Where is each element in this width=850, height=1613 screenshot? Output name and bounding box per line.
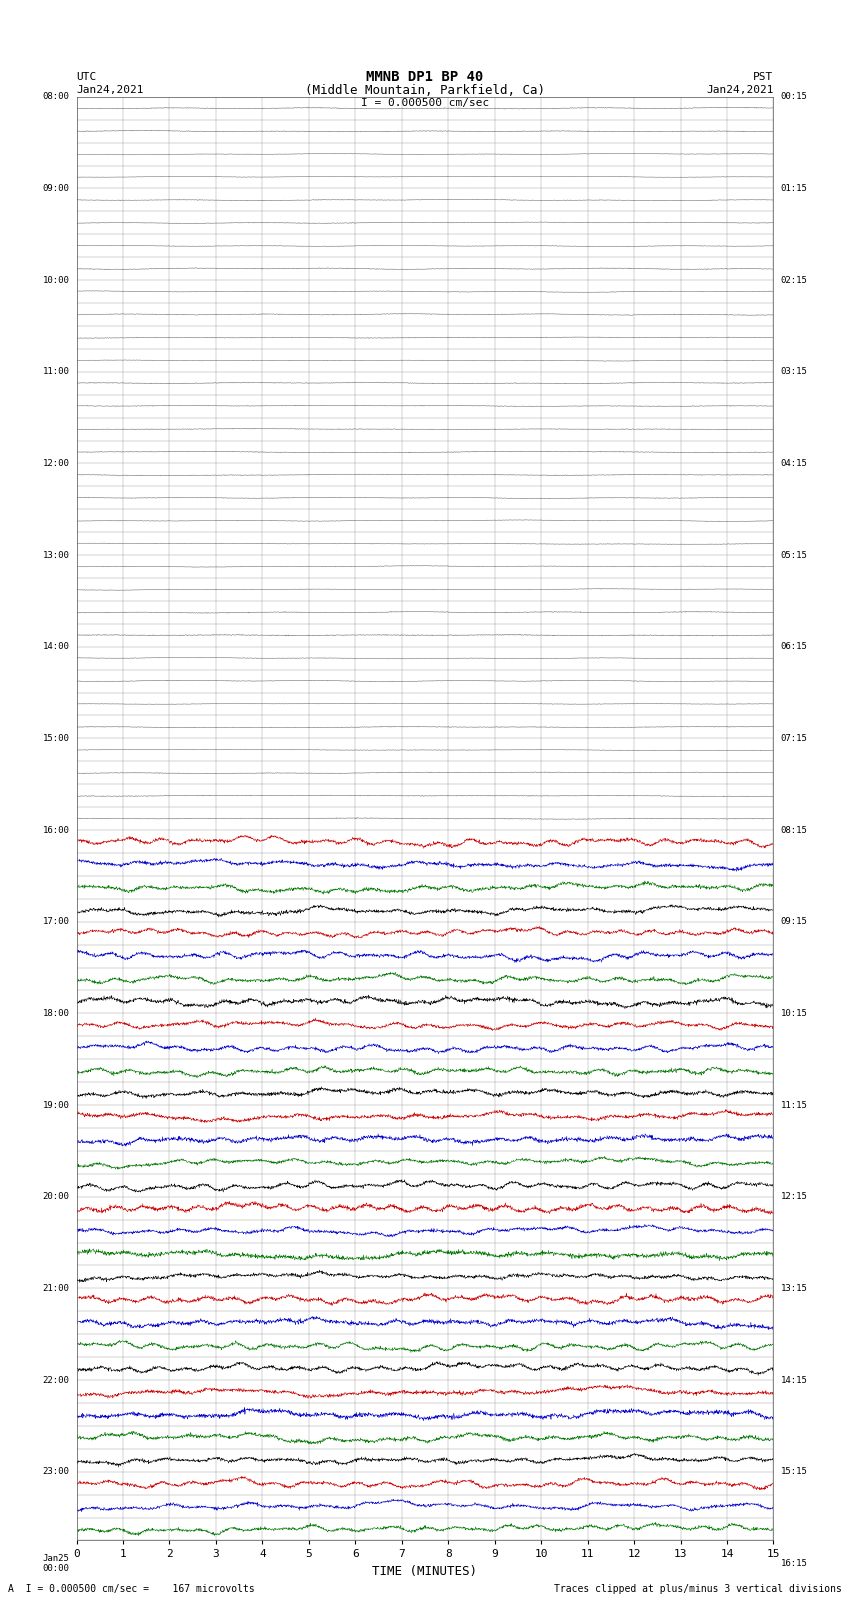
Text: 14:15: 14:15 (780, 1376, 808, 1384)
Text: 08:00: 08:00 (42, 92, 70, 102)
Text: 20:00: 20:00 (42, 1192, 70, 1202)
Text: 15:15: 15:15 (780, 1468, 808, 1476)
Text: A  I = 0.000500 cm/sec =    167 microvolts: A I = 0.000500 cm/sec = 167 microvolts (8, 1584, 255, 1594)
Text: 09:00: 09:00 (42, 184, 70, 194)
X-axis label: TIME (MINUTES): TIME (MINUTES) (372, 1565, 478, 1578)
Text: 01:15: 01:15 (780, 184, 808, 194)
Text: UTC: UTC (76, 73, 97, 82)
Text: PST: PST (753, 73, 774, 82)
Text: 22:00: 22:00 (42, 1376, 70, 1384)
Text: 04:15: 04:15 (780, 460, 808, 468)
Text: 08:15: 08:15 (780, 826, 808, 834)
Text: 07:15: 07:15 (780, 734, 808, 744)
Text: 10:15: 10:15 (780, 1008, 808, 1018)
Text: 16:00: 16:00 (42, 826, 70, 834)
Text: 05:15: 05:15 (780, 550, 808, 560)
Text: 11:00: 11:00 (42, 368, 70, 376)
Text: I = 0.000500 cm/sec: I = 0.000500 cm/sec (361, 98, 489, 108)
Text: 23:00: 23:00 (42, 1468, 70, 1476)
Text: 16:15: 16:15 (780, 1558, 808, 1568)
Text: 18:00: 18:00 (42, 1008, 70, 1018)
Text: 12:00: 12:00 (42, 460, 70, 468)
Text: Traces clipped at plus/minus 3 vertical divisions: Traces clipped at plus/minus 3 vertical … (553, 1584, 842, 1594)
Text: 00:15: 00:15 (780, 92, 808, 102)
Text: MMNB DP1 BP 40: MMNB DP1 BP 40 (366, 71, 484, 84)
Text: 19:00: 19:00 (42, 1100, 70, 1110)
Text: 17:00: 17:00 (42, 918, 70, 926)
Text: 21:00: 21:00 (42, 1284, 70, 1294)
Text: 13:15: 13:15 (780, 1284, 808, 1294)
Text: 02:15: 02:15 (780, 276, 808, 284)
Text: 12:15: 12:15 (780, 1192, 808, 1202)
Text: 10:00: 10:00 (42, 276, 70, 284)
Text: 03:15: 03:15 (780, 368, 808, 376)
Text: 15:00: 15:00 (42, 734, 70, 744)
Text: Jan24,2021: Jan24,2021 (76, 85, 144, 95)
Text: 11:15: 11:15 (780, 1100, 808, 1110)
Text: Jan25
00:00: Jan25 00:00 (42, 1553, 70, 1573)
Text: 06:15: 06:15 (780, 642, 808, 652)
Text: Jan24,2021: Jan24,2021 (706, 85, 774, 95)
Text: 14:00: 14:00 (42, 642, 70, 652)
Text: 13:00: 13:00 (42, 550, 70, 560)
Text: 09:15: 09:15 (780, 918, 808, 926)
Text: (Middle Mountain, Parkfield, Ca): (Middle Mountain, Parkfield, Ca) (305, 84, 545, 97)
